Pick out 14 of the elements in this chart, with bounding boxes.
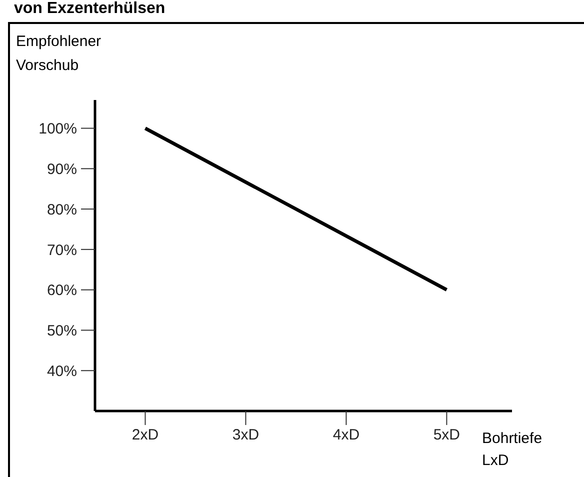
x-tick-label: 5xD (433, 426, 460, 444)
chart-title: von Exzenterhülsen (14, 0, 166, 18)
y-tick-label: 50% (46, 322, 77, 340)
y-tick-label: 100% (38, 120, 77, 138)
x-tick-label: 4xD (332, 426, 360, 444)
y-tick-label: 60% (46, 282, 77, 300)
y-tick-label: 80% (46, 201, 77, 218)
y-axis-title: Empfohlener Vorschub (16, 32, 102, 76)
y-tick-label: 90% (46, 160, 77, 178)
x-tick-label: 2xD (132, 426, 159, 444)
y-tick-label: 40% (46, 362, 77, 380)
y-tick-label: 70% (46, 242, 77, 259)
x-tick-label: 3xD (232, 426, 260, 444)
x-axis-title: Bohrtiefe LxD (482, 429, 542, 471)
